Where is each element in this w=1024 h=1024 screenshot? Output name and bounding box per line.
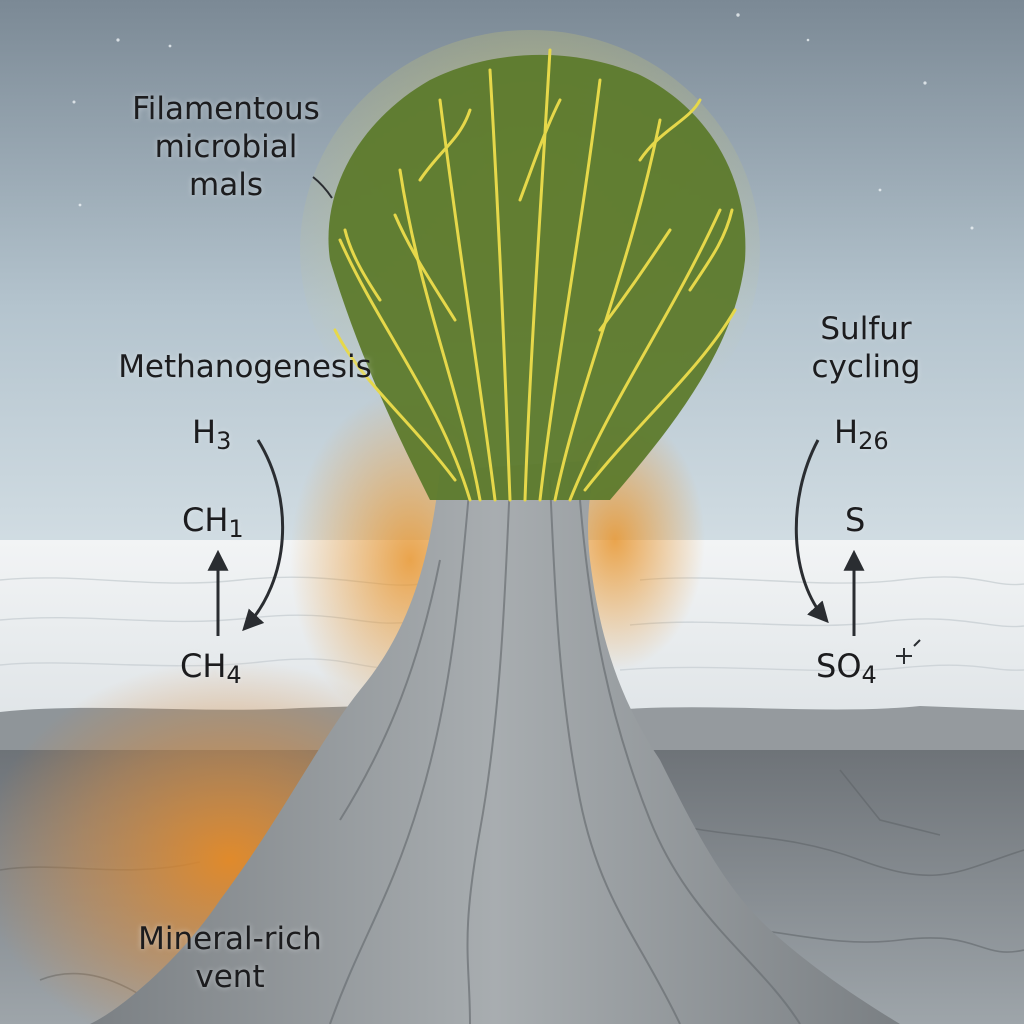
label-line: cycling (811, 349, 921, 385)
sulfur-cycle-top-species: H26 (834, 414, 889, 459)
vent-chimney (90, 460, 900, 1024)
formula-base: SO (816, 647, 862, 685)
label-line: Mineral-rich (138, 921, 322, 957)
filaments (333, 48, 737, 502)
formula-subscript: 4 (226, 661, 242, 689)
sulfur-cycle-middle-species: S (845, 502, 865, 547)
formula-base: H (192, 413, 217, 451)
methane-cycle-bottom-species: CH4 (180, 648, 242, 693)
mats-leader-line (312, 176, 333, 199)
sparkle-icon (896, 639, 921, 664)
formula-subscript: 4 (861, 661, 877, 689)
formula-base: H (834, 413, 859, 451)
formula-subscript: 1 (228, 515, 244, 543)
formula-base: S (845, 501, 866, 539)
methane-cycle-top-species: H3 (192, 414, 231, 459)
label-sulfur-cycling: Sulfur cycling (776, 310, 956, 386)
formula-subscript: 26 (858, 427, 889, 455)
label-mineral-rich-vent: Mineral-rich vent (112, 920, 348, 996)
formula-subscript: 3 (216, 427, 232, 455)
label-line: Sulfur (820, 311, 912, 347)
label-line: Filamentous (132, 91, 320, 127)
stars (72, 13, 974, 230)
methane-cycle-arrow-down (242, 439, 285, 632)
methane-cycle-middle-species: CH1 (182, 502, 244, 547)
formula-base: CH (180, 647, 227, 685)
label-methanogenesis: Methanogenesis (118, 349, 372, 385)
label-line: mals (189, 167, 263, 203)
label-line: microbial (154, 129, 298, 165)
label-filamentous-microbial-mats: Filamentous microbial mals (100, 90, 352, 204)
sulfur-cycle-bottom-species: SO4 (816, 648, 877, 693)
formula-base: CH (182, 501, 229, 539)
chimney-ridges (329, 479, 801, 1024)
label-line: vent (195, 959, 265, 995)
sulfur-cycle-arrow-down (794, 439, 829, 624)
